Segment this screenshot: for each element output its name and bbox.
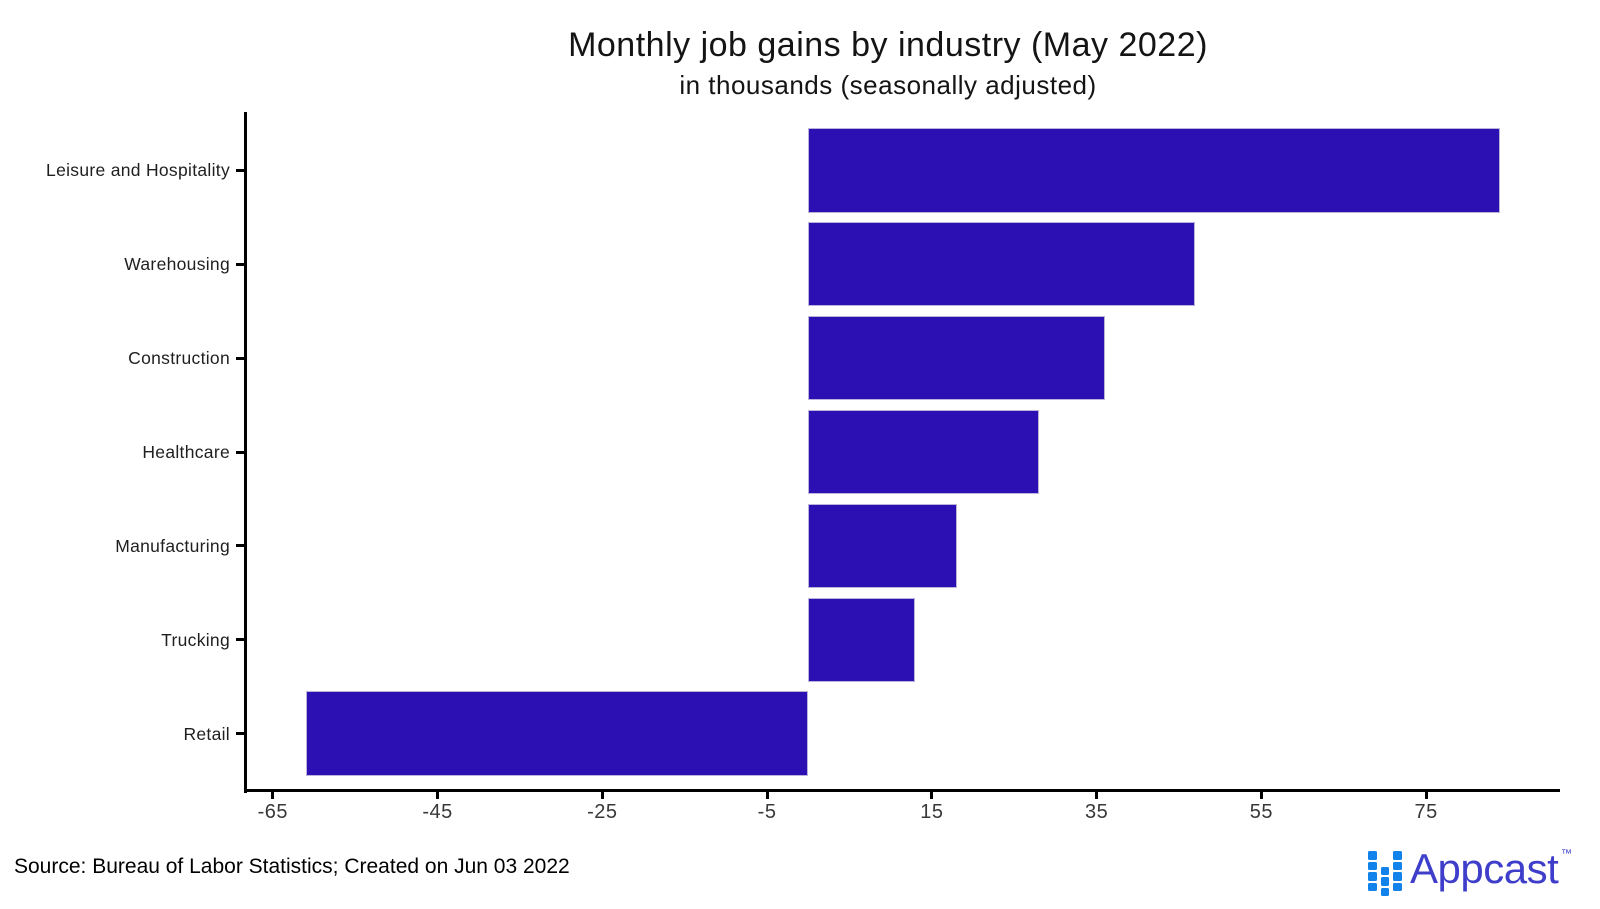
x-axis-label-55: 55 xyxy=(1249,801,1273,823)
y-tick-leisure-and-hospitality xyxy=(236,168,244,172)
logo-square xyxy=(1380,866,1389,876)
y-axis-label-healthcare: Healthcare xyxy=(142,442,230,462)
x-tick--5 xyxy=(765,792,769,799)
source-note: Source: Bureau of Labor Statistics; Crea… xyxy=(14,855,570,878)
logo-square xyxy=(1368,882,1377,891)
x-tick--65 xyxy=(271,792,275,799)
y-axis-label-warehousing: Warehousing xyxy=(124,254,230,275)
bar-trucking xyxy=(808,597,916,683)
x-axis-label-35: 35 xyxy=(1084,801,1109,823)
x-tick-75 xyxy=(1424,792,1428,799)
x-axis-label--65: -65 xyxy=(257,801,288,823)
y-axis-label-leisure-and-hospitality: Leisure and Hospitality xyxy=(46,160,230,181)
y-axis-label-retail: Retail xyxy=(183,723,230,744)
y-tick-construction xyxy=(236,356,244,360)
logo-square xyxy=(1393,882,1402,891)
x-axis-label-75: 75 xyxy=(1414,801,1438,823)
logo-square xyxy=(1393,872,1402,881)
chart-subtitle: in thousands (seasonally adjusted) xyxy=(679,70,1097,100)
logo-square xyxy=(1380,887,1389,897)
logo-square xyxy=(1393,861,1402,870)
x-tick-15 xyxy=(930,792,934,799)
x-tick-35 xyxy=(1095,792,1099,799)
trademark-symbol: ™ xyxy=(1561,848,1572,860)
x-tick-55 xyxy=(1259,792,1263,799)
y-axis-label-construction: Construction xyxy=(128,348,230,369)
x-axis-label--25: -25 xyxy=(587,801,618,823)
y-axis-label-trucking: Trucking xyxy=(161,629,230,650)
y-tick-retail xyxy=(236,732,244,736)
x-axis-label-15: 15 xyxy=(920,801,944,823)
x-axis-label--5: -5 xyxy=(757,801,777,823)
appcast-logo: Appcast ™ xyxy=(1368,845,1572,899)
bar-warehousing xyxy=(808,221,1196,307)
y-axis-label-manufacturing: Manufacturing xyxy=(115,535,230,556)
y-tick-healthcare xyxy=(236,450,244,454)
x-tick--25 xyxy=(600,792,604,799)
logo-square xyxy=(1368,872,1377,881)
bar-construction xyxy=(808,315,1105,401)
bar-retail xyxy=(305,691,809,776)
logo-square xyxy=(1368,861,1377,870)
x-axis-label--45: -45 xyxy=(422,801,453,823)
x-axis-line xyxy=(244,789,1560,792)
logo-square xyxy=(1368,851,1377,860)
y-tick-trucking xyxy=(236,638,244,642)
bar-manufacturing xyxy=(808,503,957,589)
bar-healthcare xyxy=(808,409,1039,495)
y-axis-line xyxy=(244,112,247,793)
appcast-wordmark: Appcast xyxy=(1410,845,1559,892)
logo-square xyxy=(1393,851,1402,860)
appcast-logo-icon xyxy=(1368,851,1402,897)
bar-leisure-and-hospitality xyxy=(808,128,1501,213)
logo-square xyxy=(1380,877,1389,886)
x-tick--45 xyxy=(436,792,440,799)
y-tick-warehousing xyxy=(236,262,244,266)
chart-title: Monthly job gains by industry (May 2022) xyxy=(568,26,1208,64)
y-tick-manufacturing xyxy=(236,544,244,548)
